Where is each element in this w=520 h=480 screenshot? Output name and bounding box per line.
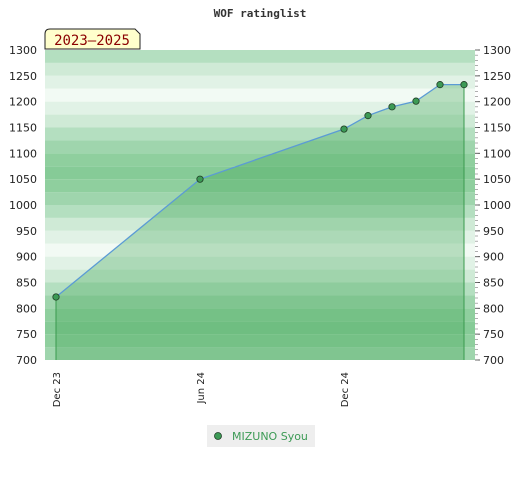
background-band [45, 140, 475, 154]
data-point[interactable] [460, 81, 468, 89]
y-tick-label: 1150 [483, 122, 511, 135]
y-tick-label: 700 [16, 354, 37, 367]
background-band [45, 217, 475, 231]
background-band [45, 62, 475, 76]
data-point[interactable] [436, 81, 444, 89]
y-tick-label: 1300 [9, 44, 37, 57]
background-band [45, 243, 475, 257]
y-axis-left: 1300 1250 1200 1150 1100 1050 1000 950 900 850 800… [9, 44, 37, 367]
background-band [45, 101, 475, 115]
y-tick-label: 850 [483, 277, 504, 290]
x-tick-label: Jun 24 [196, 372, 207, 405]
x-tick-label: Dec 24 [340, 372, 351, 407]
data-point[interactable] [196, 175, 204, 183]
background-band [45, 50, 475, 63]
background-band [45, 321, 475, 335]
background-band [45, 295, 475, 309]
background-band [45, 256, 475, 270]
background-band [45, 269, 475, 283]
y-tick-label: 950 [16, 225, 37, 238]
series-line [55, 83, 464, 298]
x-tick-label: Dec 23 [52, 372, 63, 407]
background-band [45, 205, 475, 218]
y-tick-label: 1300 [483, 44, 511, 57]
background-band [45, 308, 475, 322]
y-axis-right: 1300 1250 1200 1150 1100 1050 1000 950 900 850 800… [475, 44, 511, 367]
y-tick-label: 750 [16, 328, 37, 341]
plot-background [45, 50, 475, 360]
y-tick-label: 1100 [483, 147, 511, 160]
y-tick-label: 1250 [483, 70, 511, 83]
background-band [45, 179, 475, 193]
background-band [45, 230, 475, 244]
y-tick-label: 850 [16, 277, 37, 290]
background-band [45, 153, 475, 167]
legend-marker [214, 432, 222, 440]
series-area-fill [56, 84, 464, 360]
data-point[interactable] [340, 125, 348, 133]
background-band [45, 347, 475, 360]
series-area [52, 81, 468, 360]
y-tick-label: 800 [16, 302, 37, 315]
background-band [45, 127, 475, 141]
y-tick-label: 950 [483, 225, 504, 238]
y-tick-label: 900 [16, 251, 37, 264]
y-tick-label: 700 [483, 354, 504, 367]
y-tick-label: 1200 [483, 96, 511, 109]
y-tick-label: 1050 [9, 173, 37, 186]
background-band [45, 75, 475, 89]
y-tick-label: 1250 [9, 70, 37, 83]
background-band [45, 282, 475, 296]
period-label: 2023–2025 [54, 33, 130, 49]
data-point[interactable] [364, 112, 372, 120]
data-point[interactable] [52, 293, 60, 301]
legend[interactable]: MIZUNO Syou [207, 425, 315, 447]
x-axis: Dec 23 Jun 24 Dec 24 [52, 372, 351, 407]
y-tick-label: 1050 [483, 173, 511, 186]
y-tick-label: 1000 [483, 199, 511, 212]
data-point[interactable] [412, 97, 420, 105]
y-tick-label: 1200 [9, 96, 37, 109]
background-band [45, 334, 475, 348]
period-badge: 2023–2025 [44, 28, 141, 50]
legend-label: MIZUNO Syou [232, 430, 308, 443]
y-tick-label: 800 [483, 302, 504, 315]
y-tick-label: 900 [483, 251, 504, 264]
y-tick-label: 1000 [9, 199, 37, 212]
background-band [45, 166, 475, 180]
background-band [45, 192, 475, 205]
y-tick-label: 1150 [9, 122, 37, 135]
data-point[interactable] [388, 103, 396, 111]
background-band [45, 88, 475, 102]
y-tick-label: 1100 [9, 147, 37, 160]
y-tick-label: 750 [483, 328, 504, 341]
chart-title: WOF ratinglist [214, 7, 307, 20]
